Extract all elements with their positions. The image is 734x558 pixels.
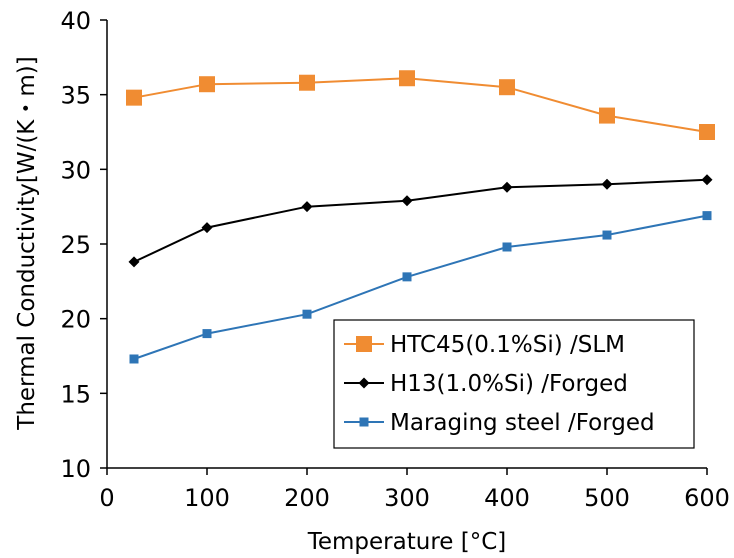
x-tick-label: 300 — [384, 484, 430, 512]
series-line — [133, 178, 708, 263]
data-point — [202, 329, 212, 339]
series-2 — [128, 174, 713, 268]
x-tick-label: 200 — [284, 484, 330, 512]
legend-item: H13(1.0%Si) /Forged — [344, 371, 628, 397]
data-point — [301, 201, 313, 213]
legend-item: Maraging steel /Forged — [344, 410, 655, 436]
x-tick-label: 100 — [184, 484, 230, 512]
legend-marker — [358, 377, 370, 389]
series-1 — [126, 70, 715, 140]
legend-marker — [359, 417, 369, 427]
data-point — [201, 222, 213, 234]
legend-marker — [356, 336, 372, 352]
data-point — [199, 76, 215, 93]
data-point — [601, 178, 613, 190]
data-point — [702, 211, 712, 221]
y-tick-label: 25 — [60, 231, 91, 259]
y-tick-label: 40 — [60, 7, 91, 35]
data-point — [501, 181, 513, 193]
legend-label: Maraging steel /Forged — [390, 410, 655, 436]
legend: HTC45(0.1%Si) /SLM H13(1.0%Si) /Forged Mar… — [333, 319, 695, 449]
data-point — [502, 242, 512, 252]
data-point — [602, 230, 612, 240]
x-tick-label: 400 — [484, 484, 530, 512]
legend-label: HTC45(0.1%Si) /SLM — [390, 332, 625, 358]
x-tick-label: 600 — [684, 484, 730, 512]
x-axis-title: Temperature [°C] — [307, 529, 507, 555]
data-point — [499, 79, 515, 96]
data-point — [402, 272, 412, 282]
data-point — [599, 107, 615, 124]
series-3 — [129, 211, 712, 364]
legend-box — [333, 319, 695, 449]
y-tick-label: 35 — [60, 82, 91, 110]
legend-item: HTC45(0.1%Si) /SLM — [344, 332, 625, 358]
series-layer — [126, 70, 715, 364]
series-line — [133, 77, 708, 133]
x-tick-label: 500 — [584, 484, 630, 512]
y-tick-label: 15 — [60, 380, 91, 408]
y-axis-title: Thermal Conductivity[W/(K・m)] — [14, 56, 40, 430]
y-tick-label: 20 — [60, 306, 91, 334]
data-point — [129, 354, 139, 364]
y-tick-label: 10 — [60, 455, 91, 483]
data-point — [699, 124, 715, 140]
data-point — [302, 309, 312, 319]
x-tick-label: 0 — [99, 484, 114, 512]
data-point — [126, 89, 142, 106]
data-point — [401, 195, 413, 207]
data-point — [399, 70, 415, 87]
y-tick-label: 30 — [60, 156, 91, 184]
data-point — [701, 174, 713, 186]
legend-label: H13(1.0%Si) /Forged — [390, 371, 628, 397]
data-point — [299, 74, 315, 91]
data-point — [128, 256, 140, 268]
